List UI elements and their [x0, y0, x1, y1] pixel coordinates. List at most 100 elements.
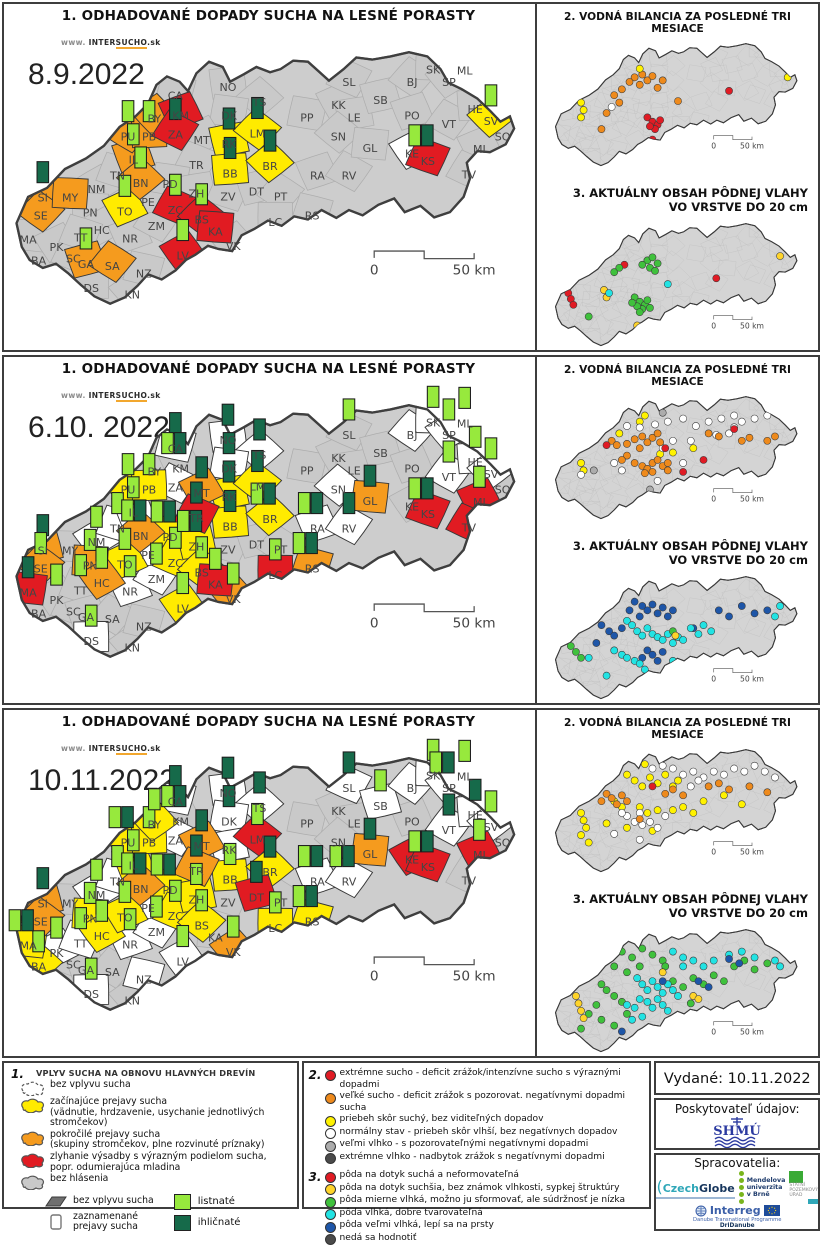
- interreg-logo: Interreg Danube Transnational Programme …: [693, 1204, 782, 1230]
- district-KS: [404, 489, 451, 530]
- intersucho-link[interactable]: www. INTERSUCHO.sk: [61, 38, 161, 49]
- legend-footer: 1. VPLYV SUCHA NA OBNOVU HLAVNÝCH DREVÍN…: [2, 1061, 820, 1245]
- legend2-block: 2. extrémne sucho - deficit zrážok/inten…: [308, 1068, 646, 1165]
- tree-bars-BS: [195, 889, 208, 912]
- tree-bars-GA: [79, 227, 93, 250]
- legend-dot-icon: [324, 1171, 336, 1183]
- intersucho-link[interactable]: www. INTERSUCHO.sk: [61, 391, 161, 402]
- district-label-PE: PE: [141, 902, 155, 915]
- district-label-SK: SK: [426, 63, 441, 76]
- map3-title-line1: 3. AKTUÁLNY OBSAH PÔDNEJ VLAHY: [572, 539, 808, 553]
- tree-bars-ML: [458, 386, 471, 409]
- tree-bars-VT: [442, 440, 456, 463]
- district-label-PN: PN: [83, 559, 98, 572]
- district-label-TV: TV: [461, 168, 477, 181]
- issued-date: Vydané: 10.11.2022: [654, 1061, 820, 1095]
- tree-bars-KS: [408, 124, 434, 147]
- district-GL: [350, 832, 390, 867]
- legend-blob-icon: [21, 1131, 44, 1146]
- district-label-RK: RK: [222, 138, 238, 151]
- district-GL: [350, 127, 390, 161]
- tree-bars-LM: [251, 449, 264, 473]
- publisher-column: Vydané: 10.11.2022 Poskytovateľ údajov: …: [654, 1061, 820, 1232]
- tree-bars-BR: [263, 129, 277, 152]
- map3-title-line2: VO VRSTVE DO 20 cm: [668, 906, 808, 921]
- tree-bars-SV: [484, 790, 498, 813]
- svg-text:SHMÚ: SHMÚ: [714, 1122, 762, 1139]
- district-label-SL: SL: [342, 76, 356, 89]
- legend-dot-icon: [324, 1140, 336, 1152]
- district-label-TR: TR: [188, 865, 204, 878]
- tree-bars-RA: [297, 492, 324, 515]
- legend-item: pokročilé prejavy sucha (skupiny stromče…: [20, 1129, 293, 1151]
- district-label-DS: DS: [83, 635, 99, 648]
- czechglobe-logo: (CzechGlobe: [656, 1177, 735, 1199]
- district-RV: [324, 150, 374, 193]
- tree-bars-LV: [176, 218, 190, 242]
- district-label-ZA: ZA: [168, 835, 184, 848]
- tree-bars-GL: [363, 464, 377, 487]
- scale-zero: 0: [370, 968, 379, 984]
- district-label-RV: RV: [342, 523, 357, 536]
- tree-bars-PN: [83, 881, 97, 904]
- district-label-NZ: NZ: [136, 973, 152, 986]
- district-label-SE: SE: [34, 563, 48, 576]
- scale-bar: 0 50 km: [370, 250, 496, 278]
- legend-dot-icon: [324, 1184, 336, 1196]
- district-label-PT: PT: [274, 544, 288, 557]
- scale-bar: 0 50 km: [711, 841, 764, 857]
- district-label-NZ: NZ: [136, 620, 152, 633]
- tree-bars-RS: [292, 885, 318, 908]
- scale-bar: 0 50 km: [711, 135, 764, 151]
- district-label-ZM: ZM: [148, 220, 165, 233]
- district-label-PP: PP: [300, 465, 314, 478]
- district-label-ZC: ZC: [168, 557, 184, 570]
- district-label-KN: KN: [124, 994, 140, 1007]
- district-label-PT: PT: [274, 191, 288, 204]
- station-dots: [563, 251, 784, 330]
- district-label-LM: LM: [250, 480, 266, 493]
- district-DT: [234, 873, 279, 912]
- tree-bars-TR: [190, 481, 203, 504]
- district-label-KE: KE: [405, 500, 419, 513]
- district-label-KM: KM: [172, 816, 189, 829]
- district-label-MA: MA: [20, 940, 38, 953]
- district-label-BB: BB: [223, 520, 238, 533]
- tree-bars-SI: [36, 867, 50, 890]
- legend-dot-icon: [324, 1234, 336, 1245]
- interreg-globe-icon: [695, 1205, 707, 1217]
- tree-bars-TO: [118, 527, 132, 550]
- district-label-DS: DS: [83, 282, 99, 295]
- district-label-RK: RK: [222, 491, 238, 504]
- tree-bars-PB: [142, 453, 156, 476]
- district-label-CA: CA: [168, 443, 184, 456]
- district-label-BY: BY: [147, 466, 161, 479]
- district-label-MY: MY: [62, 545, 79, 558]
- district-label-NM: NM: [88, 889, 106, 902]
- legend-item-label: pôda mierne vlhká, možno ju sformovať, a…: [339, 1195, 626, 1206]
- district-label-BA: BA: [31, 608, 47, 621]
- scale-label: 50 km: [739, 142, 763, 151]
- tree-type-label: listnaté: [197, 1196, 235, 1208]
- district-label-LM: LM: [250, 127, 266, 140]
- district-label-SB: SB: [373, 800, 388, 813]
- district-label-MT: MT: [194, 487, 211, 500]
- district-label-KA: KA: [208, 578, 223, 591]
- district-label-DK: DK: [221, 110, 237, 123]
- district-label-MI: MI: [473, 143, 486, 156]
- district-label-DT: DT: [249, 891, 264, 904]
- processors-label: Spracovatelia:: [694, 1156, 781, 1170]
- legend-item-label: pôda na dotyk suchšia, bez známok vlhkos…: [339, 1182, 620, 1193]
- district-label-SB: SB: [373, 447, 388, 460]
- tree-bars-DS: [84, 957, 98, 980]
- tree-bars-HE: [468, 778, 482, 801]
- legend-item: bez vplyvu sucha: [20, 1079, 293, 1096]
- district-label-TO: TO: [116, 205, 133, 218]
- legend-item-label: priebeh skôr suchý, bez viditeľných dopa…: [339, 1114, 544, 1125]
- district-label-HE: HE: [468, 456, 483, 469]
- intersucho-link[interactable]: www. INTERSUCHO.sk: [61, 744, 161, 755]
- district-label-KS: KS: [421, 508, 435, 521]
- district-label-RK: RK: [222, 844, 238, 857]
- legend-item-label: pôda veľmi vlhká, lepí sa na prsty: [339, 1220, 494, 1231]
